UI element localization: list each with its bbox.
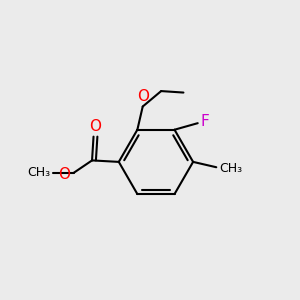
- Text: O: O: [58, 167, 70, 182]
- Text: CH₃: CH₃: [27, 167, 50, 179]
- Text: O: O: [137, 88, 149, 104]
- Text: O: O: [90, 119, 102, 134]
- Text: CH₃: CH₃: [219, 162, 242, 175]
- Text: F: F: [201, 114, 209, 129]
